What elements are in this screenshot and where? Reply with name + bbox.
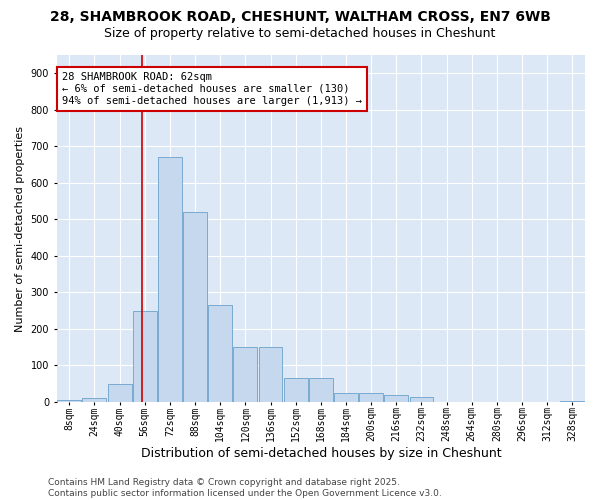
Bar (183, 212, 207, 402)
Bar (284, 378, 308, 402)
Bar (158, 158, 182, 402)
Bar (208, 305, 232, 402)
Bar (233, 347, 257, 402)
Bar (359, 393, 383, 402)
Bar (410, 396, 433, 402)
Y-axis label: Number of semi-detached properties: Number of semi-detached properties (15, 126, 25, 332)
Bar (133, 310, 157, 402)
Text: Size of property relative to semi-detached houses in Cheshunt: Size of property relative to semi-detach… (104, 28, 496, 40)
Bar (385, 394, 408, 402)
Bar (58, 400, 81, 402)
Text: 28 SHAMBROOK ROAD: 62sqm
← 6% of semi-detached houses are smaller (130)
94% of s: 28 SHAMBROOK ROAD: 62sqm ← 6% of semi-de… (62, 72, 362, 106)
Bar (309, 378, 333, 402)
X-axis label: Distribution of semi-detached houses by size in Cheshunt: Distribution of semi-detached houses by … (140, 447, 501, 460)
Bar (334, 393, 358, 402)
Text: Contains HM Land Registry data © Crown copyright and database right 2025.
Contai: Contains HM Land Registry data © Crown c… (48, 478, 442, 498)
Bar (82, 398, 106, 402)
Text: 28, SHAMBROOK ROAD, CHESHUNT, WALTHAM CROSS, EN7 6WB: 28, SHAMBROOK ROAD, CHESHUNT, WALTHAM CR… (50, 10, 550, 24)
Bar (107, 384, 131, 402)
Bar (259, 347, 283, 402)
